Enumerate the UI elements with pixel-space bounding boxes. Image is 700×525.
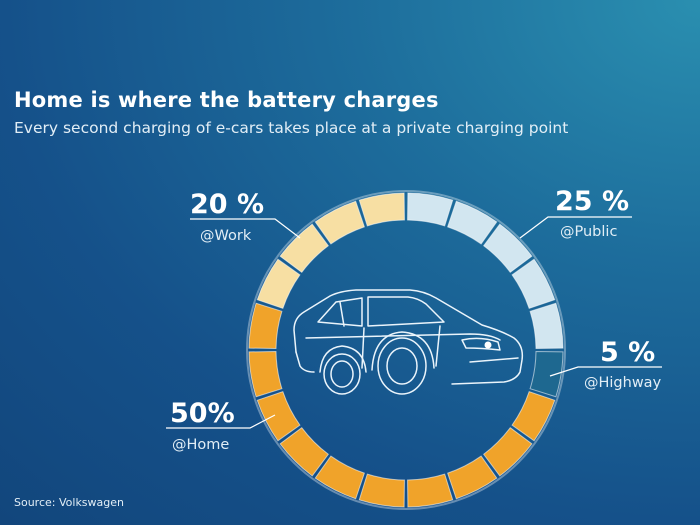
ring-segment-home <box>358 473 405 508</box>
public-callout-line <box>519 216 632 239</box>
work-category-label: @Work <box>200 228 252 244</box>
work-callout-line <box>190 218 301 239</box>
public-value-label: 25 % <box>555 186 629 217</box>
ring-segment-public <box>407 192 454 227</box>
highway-callout-line <box>549 366 662 377</box>
ring-segment-home <box>256 391 301 442</box>
ring-segment-work <box>358 192 405 227</box>
ring-segment-work <box>279 223 330 274</box>
ring-segment-public <box>482 223 533 274</box>
ring-segment-public <box>447 200 498 245</box>
ring-segment-public <box>529 302 564 349</box>
ring-outer-edge <box>246 190 566 510</box>
ring-segment-home <box>248 302 283 349</box>
ring-segment-highway <box>529 351 564 398</box>
highway-category-label: @Highway <box>584 375 662 391</box>
home-category-label: @Home <box>172 437 229 453</box>
highway-value-label: 5 % <box>600 337 655 368</box>
chart-subtitle: Every second charging of e-cars takes pl… <box>14 119 569 137</box>
ring-segment-work <box>256 258 301 309</box>
ring-segment-home <box>511 391 556 442</box>
ring-segment-home <box>248 351 283 398</box>
electric-car-outline-icon <box>293 289 524 395</box>
home-value-label: 50% <box>170 398 235 429</box>
ring-segments <box>246 190 566 510</box>
ring-segment-home <box>314 455 365 500</box>
public-category-label: @Public <box>560 224 617 240</box>
source-note: Source: Volkswagen <box>14 496 124 509</box>
ring-segment-work <box>314 200 365 245</box>
home-callout-line <box>166 414 276 429</box>
ring-segment-public <box>511 258 556 309</box>
chart-title: Home is where the battery charges <box>14 88 439 112</box>
callout-lines <box>166 216 662 429</box>
ring-segment-home <box>447 455 498 500</box>
ring-segment-home <box>482 426 533 477</box>
ring-segment-home <box>279 426 330 477</box>
work-value-label: 20 % <box>190 189 264 220</box>
ring-segment-home <box>407 473 454 508</box>
